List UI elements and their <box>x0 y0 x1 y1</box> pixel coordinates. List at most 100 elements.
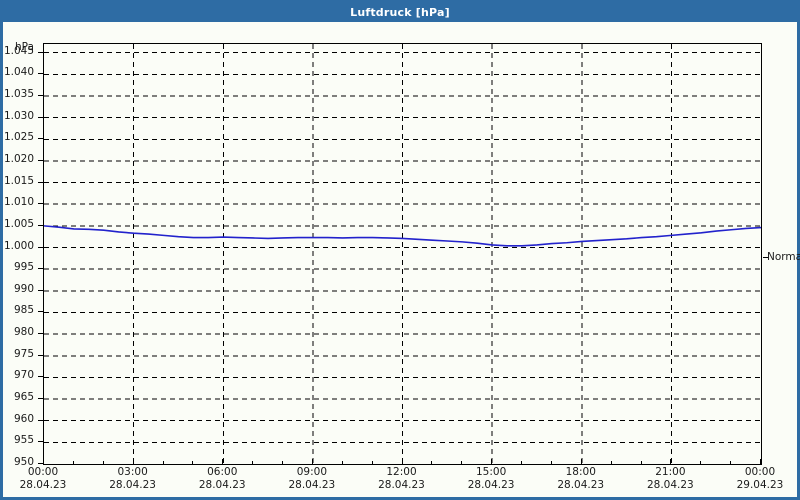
y-axis-tick-label: 1.020 <box>3 152 34 165</box>
y-axis-tick-label: 1.035 <box>3 87 34 100</box>
y-axis-tick-label: 990 <box>13 282 34 295</box>
x-axis-tick-time: 06:00 <box>207 466 238 478</box>
chart-panel: hPa Normal 950 955 960 965 970 975 980 985 990 99… <box>3 22 800 497</box>
x-axis-tick-time: 21:00 <box>655 466 686 478</box>
y-axis-tick-mark <box>38 73 43 75</box>
x-axis-tick-mark <box>371 461 373 465</box>
x-axis-tick-date: 29.04.23 <box>736 478 784 491</box>
y-axis-tick-label: 1.030 <box>3 109 34 122</box>
y-axis-unit-label: hPa <box>15 41 34 53</box>
y-axis-tick-label: 980 <box>13 326 34 339</box>
x-axis-tick-date: 28.04.23 <box>557 478 605 491</box>
y-axis-tick-label: 960 <box>13 412 34 425</box>
x-axis-tick-mark <box>162 461 164 465</box>
page-title: Luftdruck [hPa] <box>350 6 450 19</box>
x-axis-tick-mark <box>401 459 403 465</box>
y-axis-tick-label: 1.010 <box>3 196 34 209</box>
y-axis-tick-mark <box>38 94 43 96</box>
x-axis-tick-mark <box>102 461 104 465</box>
x-axis-tick-time: 12:00 <box>386 466 417 478</box>
y-axis-tick-mark <box>38 116 43 118</box>
x-axis-tick-mark <box>311 459 313 465</box>
x-axis-tick-mark <box>252 461 254 465</box>
x-axis-tick-date: 28.04.23 <box>198 478 246 491</box>
x-axis-tick-label: 18:00 28.04.23 <box>541 466 621 491</box>
y-axis-tick-mark <box>38 333 43 335</box>
x-axis-tick-mark <box>730 461 732 465</box>
x-axis-tick-mark <box>580 459 582 465</box>
x-axis-tick-time: 03:00 <box>117 466 148 478</box>
x-axis-tick-label: 00:00 29.04.23 <box>720 466 800 491</box>
y-axis-tick-mark <box>38 311 43 313</box>
y-axis-tick-label: 955 <box>13 434 34 447</box>
window-title-bar: Luftdruck [hPa] <box>3 3 797 22</box>
x-axis-tick-mark <box>640 461 642 465</box>
x-axis-tick-time: 18:00 <box>565 466 596 478</box>
y-axis-tick-mark <box>38 159 43 161</box>
x-axis-tick-date: 28.04.23 <box>19 478 67 491</box>
x-axis-tick-mark <box>222 459 224 465</box>
x-axis-tick-mark <box>610 461 612 465</box>
x-axis-tick-mark <box>550 461 552 465</box>
y-axis-tick-mark <box>38 376 43 378</box>
x-axis-tick-time: 15:00 <box>475 466 507 478</box>
x-axis-tick-label: 09:00 28.04.23 <box>272 466 352 491</box>
x-axis-tick-date: 28.04.23 <box>109 478 156 491</box>
x-axis-tick-mark <box>282 461 283 465</box>
x-axis-tick-date: 28.04.23 <box>646 478 694 491</box>
x-axis-tick-mark <box>132 459 134 465</box>
legend-entry-normal: Normal <box>767 251 800 263</box>
x-axis-tick-mark <box>760 459 761 465</box>
y-axis-tick-label: 985 <box>13 304 34 317</box>
y-axis-tick-label: 995 <box>13 261 34 274</box>
y-axis-tick-mark <box>38 289 43 291</box>
x-axis-tick-mark <box>72 461 74 465</box>
y-axis-tick-mark <box>38 246 43 248</box>
y-axis-tick-label: 1.000 <box>3 239 34 252</box>
x-axis-tick-mark <box>431 461 433 465</box>
y-axis-tick-label: 1.040 <box>3 66 34 79</box>
y-axis-tick-mark <box>38 398 43 400</box>
x-axis-tick-time: 00:00 <box>27 466 59 478</box>
grid-layer <box>44 44 761 464</box>
x-axis-tick-mark <box>491 459 493 465</box>
x-axis-tick-label: 06:00 28.04.23 <box>182 466 262 491</box>
y-axis-tick-label: 1.005 <box>3 217 34 230</box>
x-axis-tick-mark <box>670 459 672 465</box>
x-axis-tick-label: 15:00 28.04.23 <box>451 466 531 491</box>
series-line-normal <box>44 225 761 247</box>
y-axis-tick-mark <box>38 419 43 421</box>
y-axis-tick-label: 1.015 <box>3 174 34 187</box>
x-axis-tick-mark <box>43 459 44 465</box>
y-axis-tick-mark <box>38 268 43 270</box>
x-axis-tick-mark <box>461 461 463 465</box>
y-axis-tick-mark <box>38 51 43 53</box>
legend-line-swatch <box>763 257 768 258</box>
y-axis-tick-label: 970 <box>13 369 34 382</box>
x-axis-tick-time: 00:00 <box>744 466 776 478</box>
x-axis-tick-mark <box>700 461 702 465</box>
x-axis-tick-mark <box>521 461 522 465</box>
x-axis-tick-date: 28.04.23 <box>467 478 515 491</box>
x-axis-tick-label: 03:00 28.04.23 <box>93 466 173 491</box>
x-axis-tick-label: 12:00 28.04.23 <box>362 466 442 491</box>
y-axis-tick-label: 965 <box>13 391 34 404</box>
y-axis-tick-mark <box>38 441 43 443</box>
y-axis-tick-mark <box>38 203 43 205</box>
y-axis-tick-mark <box>38 138 43 140</box>
x-axis-tick-mark <box>192 461 194 465</box>
x-axis-tick-date: 28.04.23 <box>378 478 425 491</box>
y-axis-tick-mark <box>38 463 43 464</box>
y-axis-tick-label: 1.025 <box>3 131 34 144</box>
y-axis-tick-mark <box>38 224 43 226</box>
y-axis-tick-label: 975 <box>13 347 34 360</box>
y-axis-tick-label: 1.045 <box>3 44 34 57</box>
x-axis-tick-time: 09:00 <box>296 466 327 478</box>
plot-area <box>43 43 762 465</box>
y-axis-tick-label: 950 <box>13 456 34 468</box>
x-axis-tick-label: 00:00 28.04.23 <box>3 466 83 491</box>
x-axis-tick-label: 21:00 28.04.23 <box>630 466 710 491</box>
data-series-layer <box>44 225 761 247</box>
x-axis-tick-mark <box>341 461 343 465</box>
